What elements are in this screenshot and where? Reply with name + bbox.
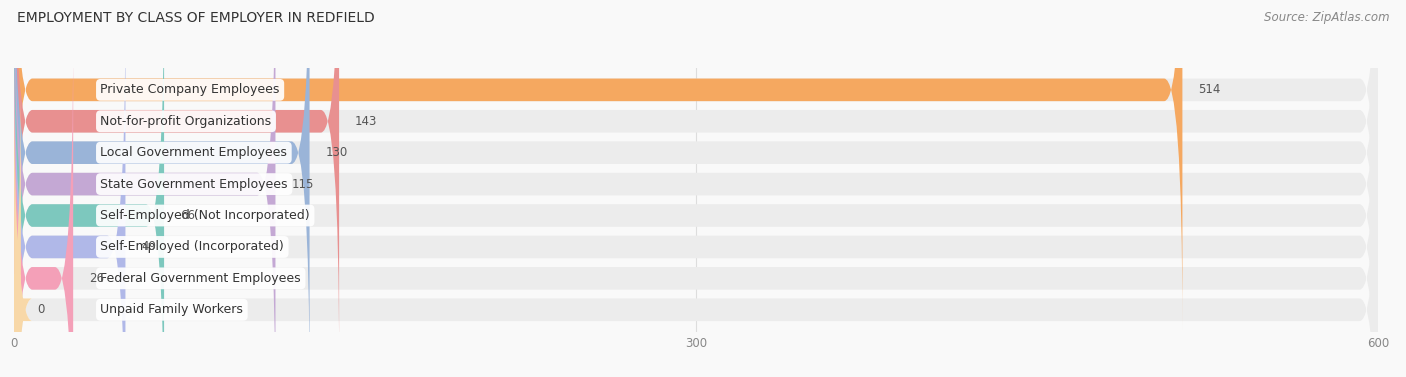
FancyBboxPatch shape — [14, 70, 1378, 377]
Text: 49: 49 — [142, 241, 156, 253]
Text: Private Company Employees: Private Company Employees — [100, 83, 280, 97]
FancyBboxPatch shape — [14, 0, 276, 377]
Text: 514: 514 — [1198, 83, 1220, 97]
Text: EMPLOYMENT BY CLASS OF EMPLOYER IN REDFIELD: EMPLOYMENT BY CLASS OF EMPLOYER IN REDFI… — [17, 11, 374, 25]
Text: Self-Employed (Incorporated): Self-Employed (Incorporated) — [100, 241, 284, 253]
Text: Local Government Employees: Local Government Employees — [100, 146, 287, 159]
Text: Unpaid Family Workers: Unpaid Family Workers — [100, 303, 243, 316]
Text: 130: 130 — [325, 146, 347, 159]
Text: State Government Employees: State Government Employees — [100, 178, 288, 191]
FancyBboxPatch shape — [14, 0, 309, 377]
FancyBboxPatch shape — [3, 70, 32, 377]
Text: 143: 143 — [354, 115, 377, 128]
FancyBboxPatch shape — [14, 0, 1378, 377]
Text: Not-for-profit Organizations: Not-for-profit Organizations — [100, 115, 271, 128]
FancyBboxPatch shape — [14, 7, 1378, 377]
Text: Self-Employed (Not Incorporated): Self-Employed (Not Incorporated) — [100, 209, 311, 222]
FancyBboxPatch shape — [14, 0, 1378, 377]
FancyBboxPatch shape — [14, 0, 1378, 361]
Text: Source: ZipAtlas.com: Source: ZipAtlas.com — [1264, 11, 1389, 24]
Text: 66: 66 — [180, 209, 195, 222]
FancyBboxPatch shape — [14, 0, 1378, 330]
FancyBboxPatch shape — [14, 0, 1378, 377]
FancyBboxPatch shape — [14, 0, 339, 361]
FancyBboxPatch shape — [14, 7, 125, 377]
FancyBboxPatch shape — [14, 38, 73, 377]
FancyBboxPatch shape — [14, 0, 165, 377]
Text: Federal Government Employees: Federal Government Employees — [100, 272, 301, 285]
Text: 0: 0 — [37, 303, 44, 316]
FancyBboxPatch shape — [14, 0, 1182, 330]
FancyBboxPatch shape — [14, 38, 1378, 377]
Text: 26: 26 — [89, 272, 104, 285]
Text: 115: 115 — [291, 178, 314, 191]
